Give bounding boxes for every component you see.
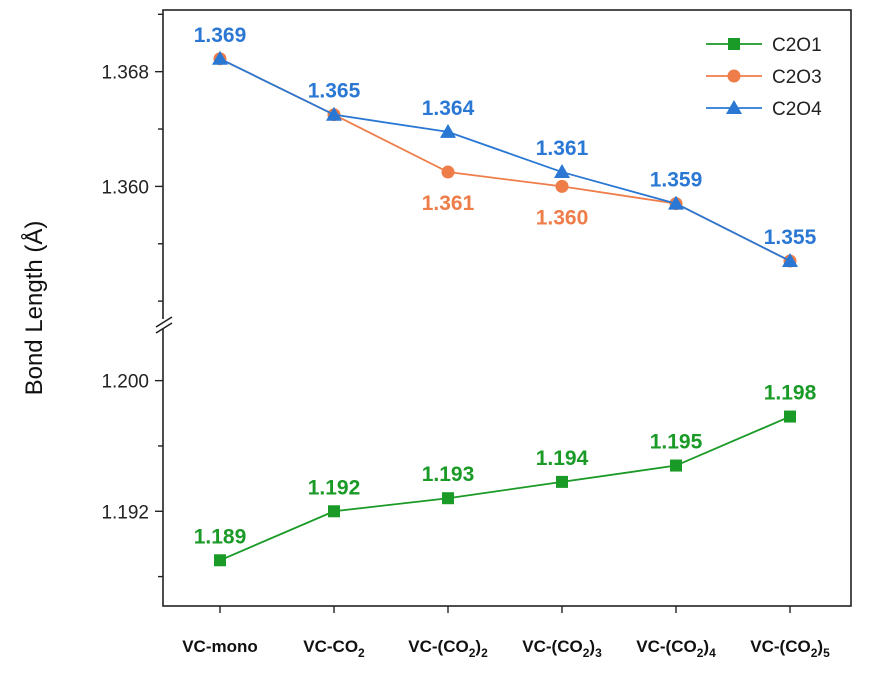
plot-frame	[162, 9, 852, 607]
y-tick-label-upper: 1.360	[101, 177, 149, 198]
data-label-C2O4: 1.361	[536, 137, 589, 160]
data-point-C2O1	[556, 475, 568, 488]
data-label-C2O1: 1.194	[536, 447, 589, 470]
series-line-C2O4	[219, 57, 791, 262]
data-label-C2O4: 1.369	[194, 24, 247, 47]
data-label-C2O3: 1.361	[422, 192, 475, 215]
data-point-C2O4	[212, 50, 228, 65]
legend-item-C2O3: C2O3	[706, 67, 822, 88]
data-label-C2O1: 1.193	[422, 463, 475, 486]
axis-break-gap	[155, 319, 173, 329]
data-point-C2O1	[670, 459, 682, 472]
series-C2O3	[213, 52, 797, 268]
data-label-C2O4: 1.364	[422, 97, 475, 120]
data-point-C2O3	[441, 165, 455, 179]
data-point-C2O3	[555, 179, 569, 193]
data-point-C2O4	[782, 252, 798, 267]
data-point-C2O4	[668, 195, 684, 210]
legend-marker	[728, 38, 740, 50]
axis-break-mark	[155, 322, 173, 334]
data-label-C2O1: 1.189	[194, 525, 247, 548]
legend-marker	[727, 69, 741, 83]
series-line-C2O3	[219, 57, 791, 262]
data-label-C2O1: 1.195	[650, 431, 703, 454]
legend-item-C2O4: C2O4	[706, 99, 822, 120]
series-C2O1	[214, 410, 796, 567]
legend-label: C2O1	[772, 35, 822, 56]
series-line-C2O1	[219, 415, 791, 562]
data-point-C2O1	[328, 505, 340, 518]
data-point-C2O1	[442, 492, 454, 505]
data-label-C2O1: 1.198	[764, 382, 817, 405]
data-point-C2O1	[214, 554, 226, 567]
x-category-label: VC-CO2	[303, 637, 365, 660]
legend-item-C2O1: C2O1	[706, 35, 822, 56]
y-axis-title: Bond Length (Å)	[20, 221, 48, 396]
y-tick-label-upper: 1.368	[101, 63, 149, 84]
data-point-C2O4	[440, 123, 456, 138]
legend-marker	[726, 100, 742, 114]
y-tick-label-lower: 1.192	[101, 502, 149, 523]
data-label-C2O4: 1.355	[764, 226, 817, 249]
x-category-label: VC-mono	[182, 637, 258, 656]
data-point-C2O1	[784, 410, 796, 423]
data-label-C2O3: 1.360	[536, 206, 589, 229]
data-point-C2O4	[554, 164, 570, 179]
x-category-label: VC-(CO2)2	[408, 637, 488, 660]
axis-break-mark	[155, 316, 173, 328]
data-label-C2O1: 1.192	[308, 476, 361, 499]
x-category-label: VC-(CO2)3	[522, 637, 602, 660]
data-label-C2O4: 1.365	[308, 80, 361, 103]
legend-label: C2O4	[772, 99, 822, 120]
x-category-label: VC-(CO2)4	[636, 637, 716, 660]
x-category-label: VC-(CO2)5	[750, 637, 830, 660]
y-tick-label-lower: 1.200	[101, 372, 149, 393]
series-C2O4	[212, 50, 798, 267]
legend-label: C2O3	[772, 67, 822, 88]
data-point-C2O4	[326, 106, 342, 121]
data-label-C2O4: 1.359	[650, 169, 703, 192]
